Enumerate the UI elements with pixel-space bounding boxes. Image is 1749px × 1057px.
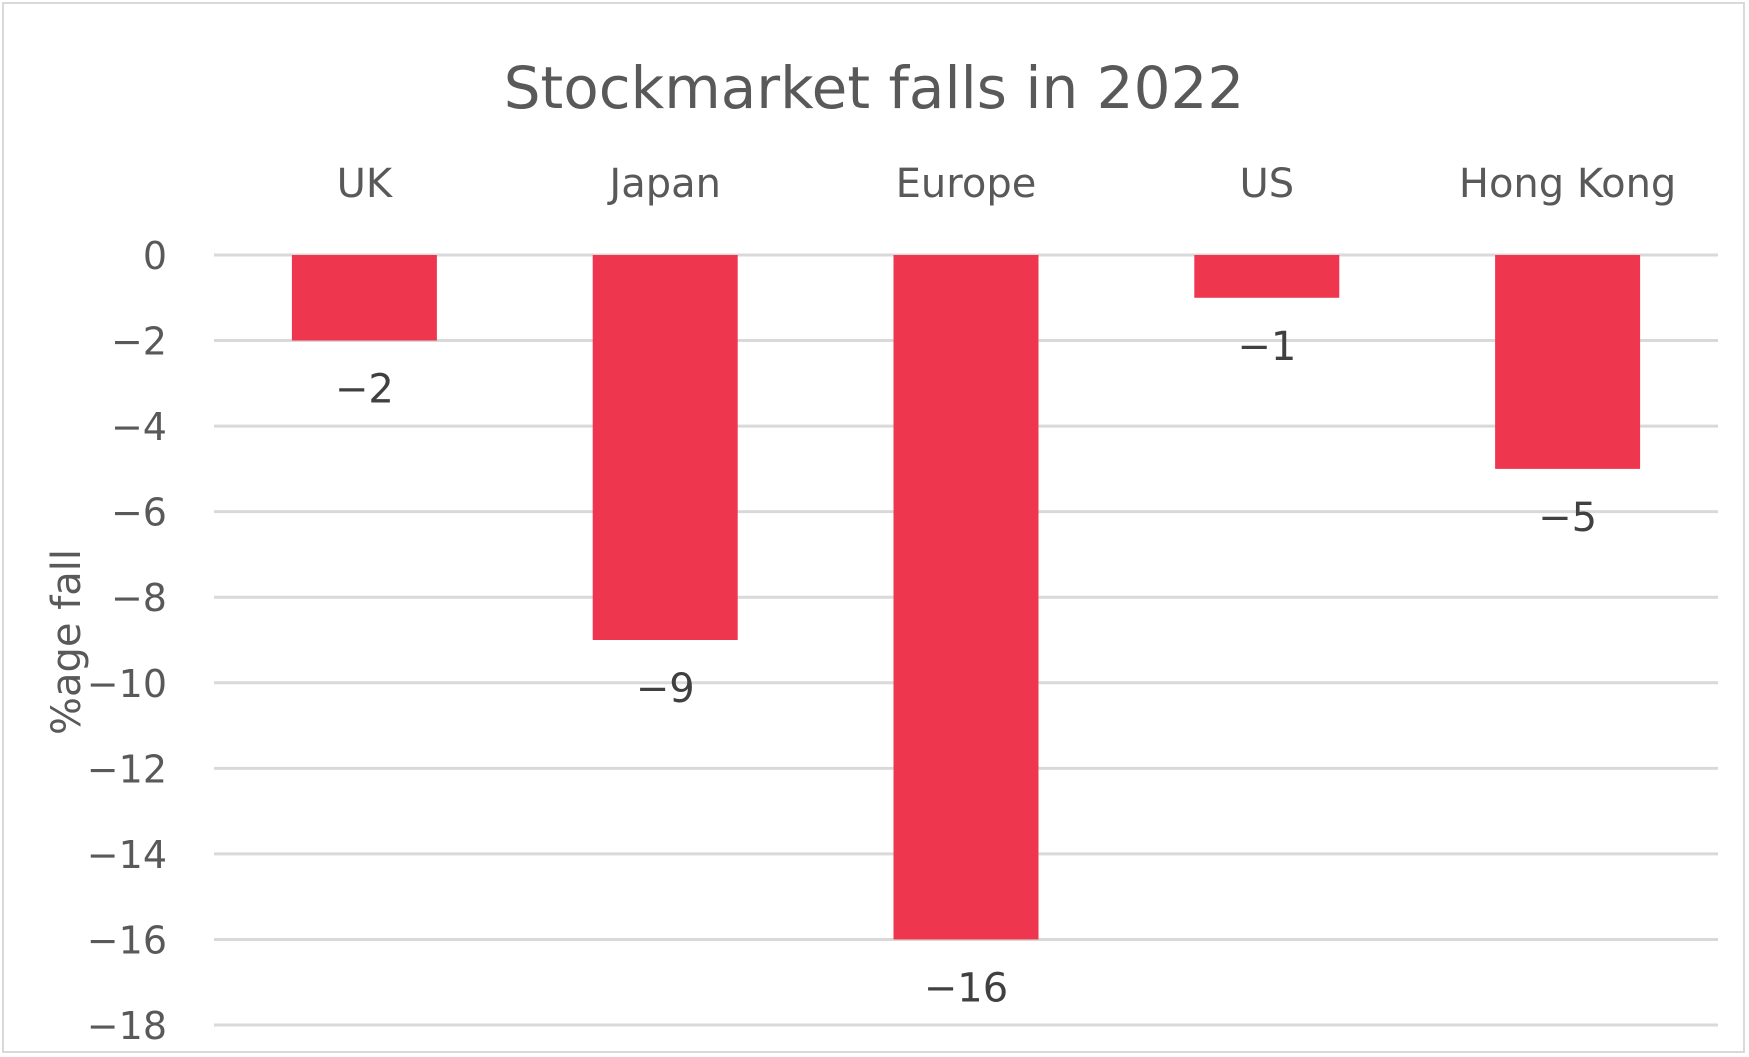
y-tick-label: −6	[111, 491, 167, 535]
y-tick-label: 0	[143, 234, 167, 278]
y-tick-label: −2	[111, 320, 167, 364]
chart-title: Stockmarket falls in 2022	[504, 54, 1245, 122]
bar	[1194, 255, 1340, 298]
y-axis-title: %age fall	[44, 549, 90, 735]
y-axis-tick-labels: 0 −2 −4 −6 −8 −10 −12 −14 −16 −18	[87, 234, 167, 1048]
x-axis-category-labels: UK Japan Europe US Hong Kong	[337, 161, 1677, 207]
data-label: −16	[924, 965, 1008, 1011]
y-tick-label: −12	[87, 747, 167, 791]
y-tick-label: −10	[87, 662, 167, 706]
bar	[291, 255, 437, 341]
y-tick-label: −16	[87, 918, 167, 962]
y-tick-label: −18	[87, 1004, 167, 1048]
x-tick-label: Hong Kong	[1459, 161, 1676, 207]
bar	[893, 255, 1039, 940]
x-tick-label: US	[1239, 161, 1294, 207]
bar	[1495, 255, 1641, 469]
bar	[592, 255, 738, 640]
x-tick-label: Europe	[896, 161, 1037, 207]
data-labels: −2 −9 −16 −1 −5	[335, 324, 1597, 1012]
bar-series	[291, 255, 1641, 940]
y-tick-label: −4	[111, 405, 167, 449]
x-tick-label: UK	[337, 161, 394, 207]
data-label: −2	[335, 367, 394, 413]
data-label: −1	[1237, 324, 1296, 370]
y-tick-label: −8	[111, 576, 167, 620]
data-label: −5	[1538, 495, 1597, 541]
y-tick-label: −14	[87, 833, 167, 877]
data-label: −9	[636, 666, 695, 712]
x-tick-label: Japan	[606, 161, 721, 207]
